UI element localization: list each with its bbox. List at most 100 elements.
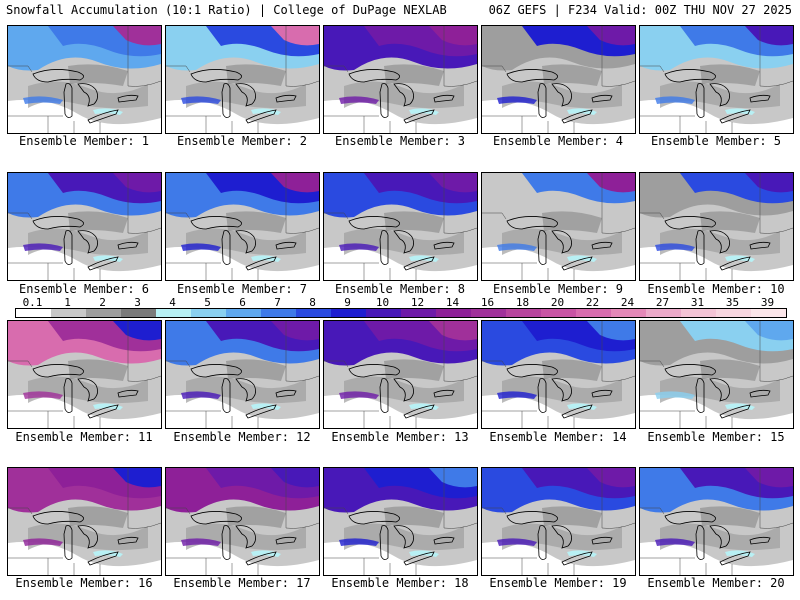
colorbar-swatch [226,309,261,317]
snowfall-map-icon [482,468,635,575]
colorbar-swatch [436,309,471,317]
colorbar-label: 12 [410,296,425,309]
snowfall-map-icon [166,26,319,133]
colorbar-label: 7 [274,296,281,309]
snowfall-map-icon [8,321,161,428]
snowfall-map-icon [640,321,793,428]
ensemble-member-caption: Ensemble Member: 4 [492,134,624,148]
ensemble-member-map [7,172,162,281]
ensemble-member-caption: Ensemble Member: 8 [334,282,466,296]
ensemble-member-map [481,467,636,576]
colorbar-label: 3 [134,296,141,309]
ensemble-member-map [481,172,636,281]
ensemble-member-caption: Ensemble Member: 6 [18,282,150,296]
page-title: Snowfall Accumulation (10:1 Ratio) | Col… [6,3,447,17]
snowfall-map-icon [324,468,477,575]
colorbar-label: 22 [585,296,600,309]
colorbar-label: 9 [344,296,351,309]
colorbar-label: 0.1 [22,296,43,309]
snowfall-map-icon [8,26,161,133]
ensemble-member-map [639,320,794,429]
snowfall-map-icon [324,173,477,280]
colorbar-label: 39 [760,296,775,309]
colorbar-swatch [471,309,506,317]
ensemble-member-caption: Ensemble Member: 15 [647,430,785,444]
ensemble-member-map [7,25,162,134]
ensemble-member-caption: Ensemble Member: 13 [331,430,469,444]
ensemble-member-caption: Ensemble Member: 9 [492,282,624,296]
colorbar-swatch [191,309,226,317]
snowfall-map-icon [324,321,477,428]
colorbar-swatch [331,309,366,317]
snowfall-map-icon [166,468,319,575]
ensemble-member-map [323,172,478,281]
snowfall-map-icon [166,173,319,280]
colorbar-label: 4 [169,296,176,309]
ensemble-member-map [165,25,320,134]
ensemble-member-map [481,320,636,429]
colorbar-label: 8 [309,296,316,309]
snowfall-map-icon [482,321,635,428]
snowfall-map-icon [482,26,635,133]
colorbar-swatch [121,309,156,317]
snowfall-colorbar [15,308,787,318]
colorbar-label: 6 [239,296,246,309]
colorbar-swatch [681,309,716,317]
snowfall-map-icon [482,173,635,280]
snowfall-map-icon [640,173,793,280]
ensemble-member-map [165,172,320,281]
colorbar-label: 20 [550,296,565,309]
snowfall-map-icon [8,468,161,575]
ensemble-member-caption: Ensemble Member: 10 [647,282,785,296]
ensemble-member-caption: Ensemble Member: 17 [173,576,311,590]
ensemble-member-caption: Ensemble Member: 12 [173,430,311,444]
ensemble-member-map [7,320,162,429]
ensemble-member-caption: Ensemble Member: 5 [650,134,782,148]
colorbar-swatch [716,309,751,317]
ensemble-member-map [165,320,320,429]
snowfall-map-icon [166,321,319,428]
ensemble-member-map [639,172,794,281]
colorbar-swatch [751,309,786,317]
run-info: 06Z GEFS | F234 Valid: 00Z THU NOV 27 20… [488,3,792,17]
colorbar-label: 16 [480,296,495,309]
colorbar-swatch [16,309,51,317]
ensemble-member-map [323,320,478,429]
colorbar-label: 14 [445,296,460,309]
ensemble-member-caption: Ensemble Member: 7 [176,282,308,296]
colorbar-swatch [611,309,646,317]
ensemble-member-caption: Ensemble Member: 14 [489,430,627,444]
colorbar-swatch [646,309,681,317]
ensemble-member-map [7,467,162,576]
colorbar-swatch [541,309,576,317]
ensemble-member-caption: Ensemble Member: 20 [647,576,785,590]
ensemble-member-caption: Ensemble Member: 2 [176,134,308,148]
colorbar-swatch [401,309,436,317]
colorbar-label: 5 [204,296,211,309]
snowfall-map-icon [640,26,793,133]
colorbar-swatch [86,309,121,317]
colorbar-swatch [156,309,191,317]
ensemble-member-map [481,25,636,134]
ensemble-member-map [639,25,794,134]
colorbar-label: 24 [620,296,635,309]
snowfall-map-icon [640,468,793,575]
ensemble-member-map [165,467,320,576]
colorbar-swatch [506,309,541,317]
ensemble-member-caption: Ensemble Member: 19 [489,576,627,590]
ensemble-member-caption: Ensemble Member: 1 [18,134,150,148]
ensemble-member-caption: Ensemble Member: 18 [331,576,469,590]
colorbar-label: 10 [375,296,390,309]
ensemble-member-caption: Ensemble Member: 16 [15,576,153,590]
colorbar-label: 27 [655,296,670,309]
ensemble-member-map [639,467,794,576]
colorbar-label: 2 [99,296,106,309]
colorbar-swatch [366,309,401,317]
ensemble-member-map [323,467,478,576]
colorbar-swatch [51,309,86,317]
colorbar-swatch [261,309,296,317]
ensemble-member-caption: Ensemble Member: 3 [334,134,466,148]
ensemble-member-caption: Ensemble Member: 11 [15,430,153,444]
snowfall-map-icon [8,173,161,280]
ensemble-member-map [323,25,478,134]
